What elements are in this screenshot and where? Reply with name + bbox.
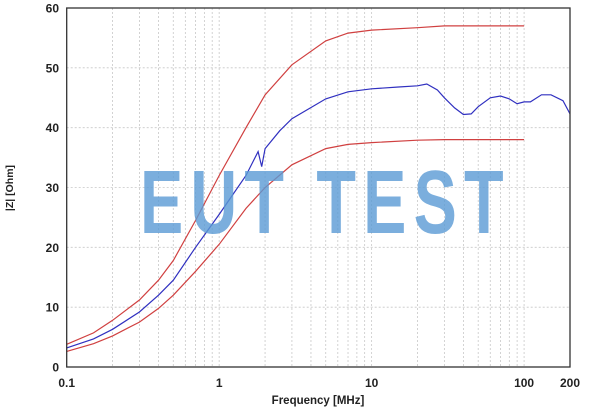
x-tick-label: 0.1 <box>58 376 75 390</box>
series-group <box>66 25 571 352</box>
y-tick-label: 10 <box>46 301 60 315</box>
x-tick-label: 200 <box>560 376 580 390</box>
x-tick-label: 1 <box>216 376 223 390</box>
series-line-1 <box>66 25 525 345</box>
plot-frame <box>66 7 571 368</box>
y-tick-label: 40 <box>46 121 60 135</box>
x-tick-label: 10 <box>365 376 379 390</box>
grid <box>66 8 570 367</box>
y-tick-label: 30 <box>46 181 60 195</box>
y-tick-label: 20 <box>46 241 60 255</box>
x-tick-labels: 0.1 1 10 100 200 <box>58 376 580 390</box>
y-tick-label: 0 <box>52 361 59 375</box>
series-line-2 <box>66 83 571 349</box>
y-axis-label: |Z| [Ohm] <box>4 165 16 211</box>
x-tick-label: 100 <box>514 376 534 390</box>
series-line-3 <box>66 139 525 352</box>
y-tick-label: 60 <box>46 2 60 16</box>
y-tick-label: 50 <box>46 61 60 75</box>
y-tick-labels: 0 10 20 30 40 50 60 <box>46 2 60 375</box>
x-axis-label: Frequency [MHz] <box>272 395 365 407</box>
